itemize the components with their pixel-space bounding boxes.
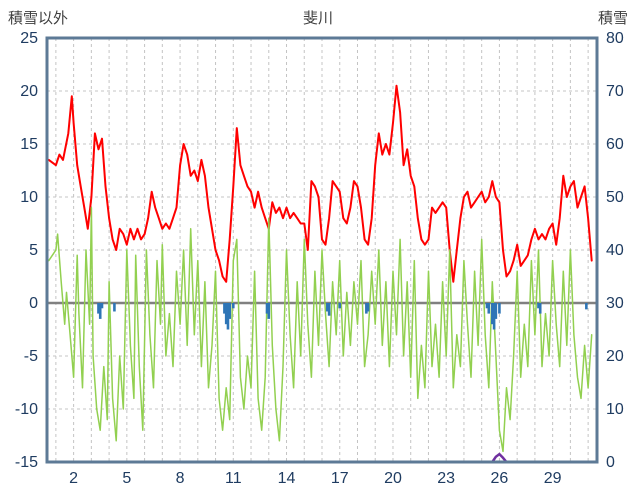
left-axis-ticks: 25 20 15 10 5 0 -5 -10 -15 bbox=[15, 30, 38, 471]
svg-text:40: 40 bbox=[606, 242, 624, 259]
series-diurnal bbox=[48, 206, 593, 453]
svg-text:10: 10 bbox=[20, 189, 38, 206]
left-axis-title: 積雪以外 bbox=[8, 10, 69, 27]
svg-text:5: 5 bbox=[122, 470, 131, 487]
right-axis-ticks: 80 70 60 50 40 30 20 10 0 bbox=[606, 30, 624, 471]
svg-text:20: 20 bbox=[384, 470, 402, 487]
svg-text:70: 70 bbox=[606, 83, 624, 100]
x-axis-ticks: 2 5 8 11 14 17 20 23 26 29 bbox=[69, 470, 561, 487]
svg-text:0: 0 bbox=[29, 295, 38, 312]
svg-text:80: 80 bbox=[606, 30, 624, 47]
svg-text:20: 20 bbox=[606, 348, 624, 365]
svg-text:25: 25 bbox=[20, 30, 38, 47]
right-axis-title: 積雪 bbox=[597, 10, 628, 27]
svg-text:8: 8 bbox=[176, 470, 185, 487]
svg-text:26: 26 bbox=[491, 470, 509, 487]
svg-text:17: 17 bbox=[331, 470, 349, 487]
svg-text:0: 0 bbox=[606, 454, 615, 471]
svg-text:5: 5 bbox=[29, 242, 38, 259]
svg-text:11: 11 bbox=[225, 470, 242, 487]
svg-text:-15: -15 bbox=[15, 454, 38, 471]
svg-text:2: 2 bbox=[69, 470, 78, 487]
svg-text:-5: -5 bbox=[24, 348, 38, 365]
chart-title: 斐川 bbox=[302, 10, 333, 27]
svg-text:15: 15 bbox=[20, 136, 38, 153]
svg-text:23: 23 bbox=[437, 470, 455, 487]
svg-text:10: 10 bbox=[606, 401, 624, 418]
svg-text:50: 50 bbox=[606, 189, 624, 206]
svg-text:14: 14 bbox=[278, 470, 296, 487]
svg-text:29: 29 bbox=[544, 470, 562, 487]
series-temperature bbox=[47, 84, 593, 283]
svg-text:60: 60 bbox=[606, 136, 624, 153]
svg-text:20: 20 bbox=[20, 83, 38, 100]
series-precip-bars bbox=[97, 303, 588, 330]
svg-text:-10: -10 bbox=[15, 401, 38, 418]
svg-text:30: 30 bbox=[606, 295, 624, 312]
plot-border bbox=[45, 36, 599, 464]
